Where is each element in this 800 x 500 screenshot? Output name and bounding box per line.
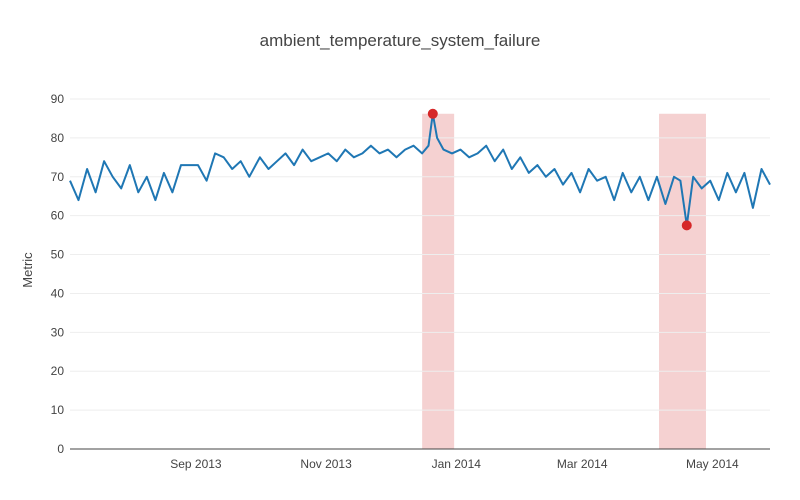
anomaly-point-0 — [427, 108, 438, 119]
anomaly-points — [427, 108, 692, 231]
y-tick-label: 60 — [51, 209, 65, 223]
y-tick-label: 20 — [51, 364, 65, 378]
chart-title: ambient_temperature_system_failure — [260, 31, 541, 50]
y-tick-label: 0 — [57, 442, 64, 456]
y-tick-label: 50 — [51, 248, 65, 262]
series-layer — [69, 112, 771, 227]
x-tick-label: Sep 2013 — [170, 457, 222, 471]
x-tick-label: May 2014 — [686, 457, 739, 471]
y-tick-label: 80 — [51, 131, 65, 145]
y-tick-label: 70 — [51, 170, 65, 184]
x-tick-label: Mar 2014 — [557, 457, 608, 471]
gridlines — [70, 98, 770, 411]
anomaly-windows — [422, 113, 706, 450]
y-tick-label: 90 — [51, 92, 65, 106]
y-tick-label: 10 — [51, 403, 65, 417]
anomaly-point-1 — [681, 220, 692, 231]
series-line-0 — [69, 112, 771, 227]
y-axis-title: Metric — [20, 252, 35, 288]
y-tick-labels: 0 10 20 30 40 50 60 70 80 90 — [51, 92, 65, 456]
x-tick-label: Nov 2013 — [300, 457, 352, 471]
y-tick-label: 30 — [51, 325, 65, 339]
anomaly-window-1 — [659, 113, 706, 450]
x-tick-label: Jan 2014 — [432, 457, 482, 471]
anomaly-window-0 — [422, 113, 455, 450]
y-tick-label: 40 — [51, 286, 65, 300]
x-tick-labels: Sep 2013 Nov 2013 Jan 2014 Mar 2014 May 2014 — [170, 457, 739, 471]
